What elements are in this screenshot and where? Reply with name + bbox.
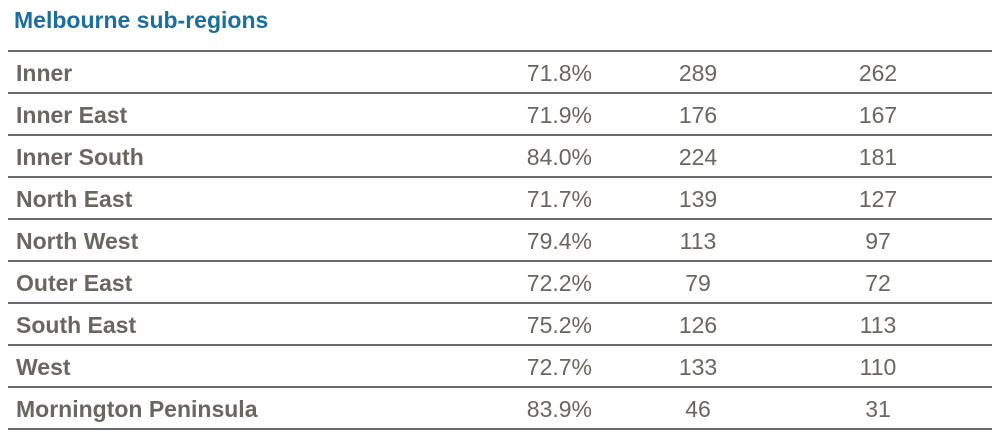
count-value-1: 79 [685, 270, 711, 296]
region-name: Inner South [16, 144, 144, 170]
region-name: Inner East [16, 102, 128, 128]
count-value-2: 113 [859, 312, 897, 338]
table-row: Inner South 84.0% 224 181 [8, 136, 992, 178]
percentage-value: 72.2% [526, 270, 592, 296]
sub-regions-table: Inner 71.8% 289 262 Inner East 71.9% 176… [8, 50, 992, 430]
table-row: North East 71.7% 139 127 [8, 178, 992, 220]
table-row: Inner East 71.9% 176 167 [8, 94, 992, 136]
count-value-1: 133 [678, 354, 718, 380]
percentage-value: 71.9% [526, 102, 592, 128]
count-value-2: 167 [858, 102, 898, 128]
count-value-2: 110 [859, 354, 897, 380]
region-name: West [16, 354, 71, 380]
table-row: North West 79.4% 113 97 [8, 220, 992, 262]
table-row: West 72.7% 133 110 [8, 346, 992, 388]
percentage-value: 79.4% [526, 228, 592, 254]
table-row: Outer East 72.2% 79 72 [8, 262, 992, 304]
region-name: North East [16, 186, 133, 212]
count-value-2: 72 [865, 270, 891, 296]
count-value-2: 181 [858, 144, 898, 170]
percentage-value: 72.7% [526, 354, 592, 380]
count-value-2: 127 [858, 186, 898, 212]
percentage-value: 71.7% [526, 186, 592, 212]
table-row: Mornington Peninsula 83.9% 46 31 [8, 388, 992, 430]
count-value-1: 176 [678, 102, 718, 128]
count-value-2: 31 [865, 396, 891, 422]
count-value-1: 224 [678, 144, 718, 170]
region-name: South East [16, 312, 137, 338]
percentage-value: 71.8% [526, 60, 592, 86]
region-name: Inner [16, 60, 73, 86]
table-row: Inner 71.8% 289 262 [8, 52, 992, 94]
count-value-1: 126 [678, 312, 718, 338]
region-name: Outer East [16, 270, 133, 296]
percentage-value: 83.9% [526, 396, 592, 422]
table-title: Melbourne sub-regions [14, 7, 269, 33]
count-value-1: 139 [678, 186, 718, 212]
percentage-value: 75.2% [526, 312, 592, 338]
count-value-1: 289 [678, 60, 718, 86]
percentage-value: 84.0% [526, 144, 592, 170]
region-name: Mornington Peninsula [16, 396, 258, 422]
count-value-1: 113 [679, 228, 717, 254]
region-name: North West [16, 228, 139, 254]
count-value-2: 262 [858, 60, 898, 86]
count-value-1: 46 [685, 396, 711, 422]
table-row: South East 75.2% 126 113 [8, 304, 992, 346]
count-value-2: 97 [865, 228, 891, 254]
